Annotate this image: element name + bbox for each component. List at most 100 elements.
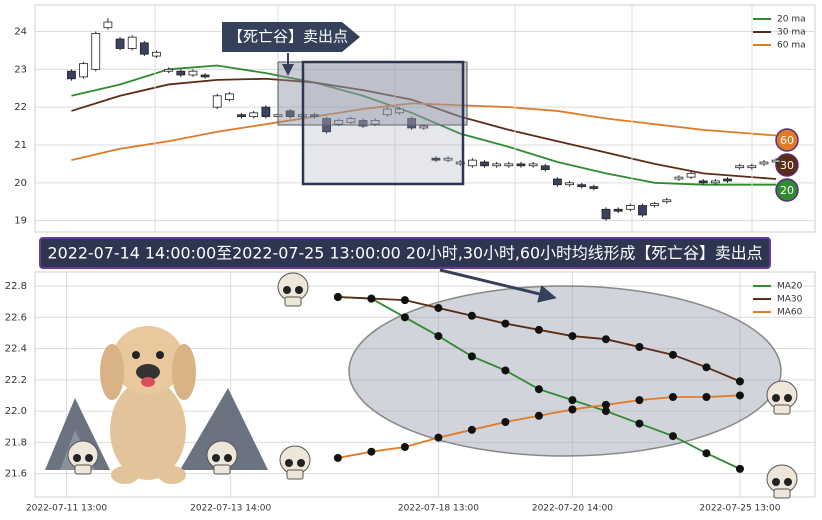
y-tick-label: 22.4	[5, 344, 27, 355]
point	[735, 377, 744, 386]
x-tick-label: 2022-07-13 14:00	[190, 504, 271, 514]
legend-label: 60 ma	[777, 41, 806, 51]
y-tick-label: 22.6	[5, 312, 27, 323]
point	[635, 419, 644, 428]
candle-body	[650, 203, 660, 206]
candle-body	[224, 93, 234, 100]
point	[568, 405, 577, 414]
candlestick-marks: 20 30 60 20 ma 30 ma 60 ma	[67, 15, 806, 221]
candle-body	[710, 180, 720, 184]
candle-body	[528, 163, 538, 167]
point	[501, 319, 510, 328]
annotation-callout: 【死亡谷】卖出点	[222, 22, 360, 76]
y-tick-label: 24	[14, 26, 27, 37]
point	[735, 391, 744, 400]
candle-body	[358, 119, 368, 127]
ma-line	[71, 77, 777, 180]
point	[534, 411, 543, 420]
candle-body	[771, 159, 781, 163]
x-tick-label: 2022-07-11 13:00	[26, 504, 107, 514]
candle-body	[759, 161, 769, 165]
y-tick-label: 21.8	[5, 437, 27, 448]
point	[635, 396, 644, 405]
y-tick-label: 22.2	[5, 375, 27, 386]
point	[601, 335, 610, 344]
end-label: 60	[780, 134, 794, 147]
candle-body	[310, 114, 319, 118]
end-label: 30	[780, 159, 794, 172]
point	[467, 352, 476, 361]
y-tick-label: 20	[14, 178, 27, 189]
point	[400, 443, 409, 451]
point	[702, 363, 711, 372]
candle-body	[723, 178, 732, 182]
skull-eye	[283, 286, 291, 294]
candle-body	[334, 119, 344, 125]
ma-line	[71, 64, 777, 186]
candle-body	[735, 165, 745, 169]
skull-eye	[297, 459, 305, 467]
banner: 2022-07-14 14:00:00至2022-07-25 13:00:00 …	[39, 237, 771, 303]
candle-body	[613, 208, 623, 212]
candle-body	[261, 106, 271, 118]
point	[668, 432, 677, 441]
candle-body	[589, 186, 599, 189]
candle-body	[698, 180, 708, 184]
y-tick-label: 21	[14, 140, 27, 151]
highlight-region	[277, 60, 468, 186]
point	[534, 325, 543, 334]
end-label-badge	[775, 153, 799, 177]
point	[668, 393, 677, 401]
candle-body	[516, 163, 526, 167]
skull-eye	[772, 478, 780, 486]
skull-jaw	[773, 488, 791, 499]
candle-body	[686, 172, 696, 178]
candle-body	[565, 182, 574, 186]
candle-body	[188, 70, 198, 76]
candle-body	[443, 157, 453, 161]
point	[501, 366, 510, 375]
candle-body	[176, 70, 186, 76]
candle-body	[79, 63, 88, 78]
candlestick-chart: 19 20 21 22 23 24	[14, 4, 816, 233]
point	[534, 385, 543, 394]
highlight-ellipse	[348, 285, 782, 457]
candle-body	[577, 184, 587, 187]
candle-body	[492, 163, 502, 167]
candle-body	[346, 118, 356, 123]
candle-body	[91, 32, 101, 70]
y-tick-label: 22.8	[5, 281, 27, 292]
skull-jaw	[213, 464, 231, 475]
y-tick-label: 21.6	[5, 469, 27, 480]
y-tick-label: 22	[14, 102, 27, 113]
candle-body	[674, 176, 684, 180]
skull-eye	[85, 454, 93, 462]
legend-label: MA60	[777, 308, 803, 318]
candle-body	[504, 163, 514, 167]
point	[434, 303, 443, 312]
skull-jaw	[773, 404, 791, 415]
candle-body	[395, 108, 404, 114]
skull-eye	[224, 454, 232, 462]
skull-eye	[295, 286, 303, 294]
candle-body	[747, 165, 757, 169]
candle-body	[249, 112, 259, 118]
ma-line	[71, 102, 777, 161]
candle-body	[407, 118, 417, 129]
point	[467, 425, 476, 434]
candle-body	[662, 199, 672, 203]
point	[333, 293, 342, 301]
x-tick-label: 2022-07-25 13:00	[699, 504, 780, 514]
y-tick-label: 19	[14, 216, 27, 227]
end-label-badge	[775, 178, 799, 202]
point	[601, 400, 610, 409]
x-tick-label: 2022-07-18 13:00	[398, 504, 479, 514]
point	[434, 433, 443, 442]
point	[635, 343, 644, 351]
candle-body	[67, 70, 76, 80]
candle-body	[200, 74, 210, 78]
candle-body	[467, 159, 477, 167]
x-tick-label: 2022-07-20 14:00	[532, 504, 613, 514]
point	[568, 396, 577, 405]
